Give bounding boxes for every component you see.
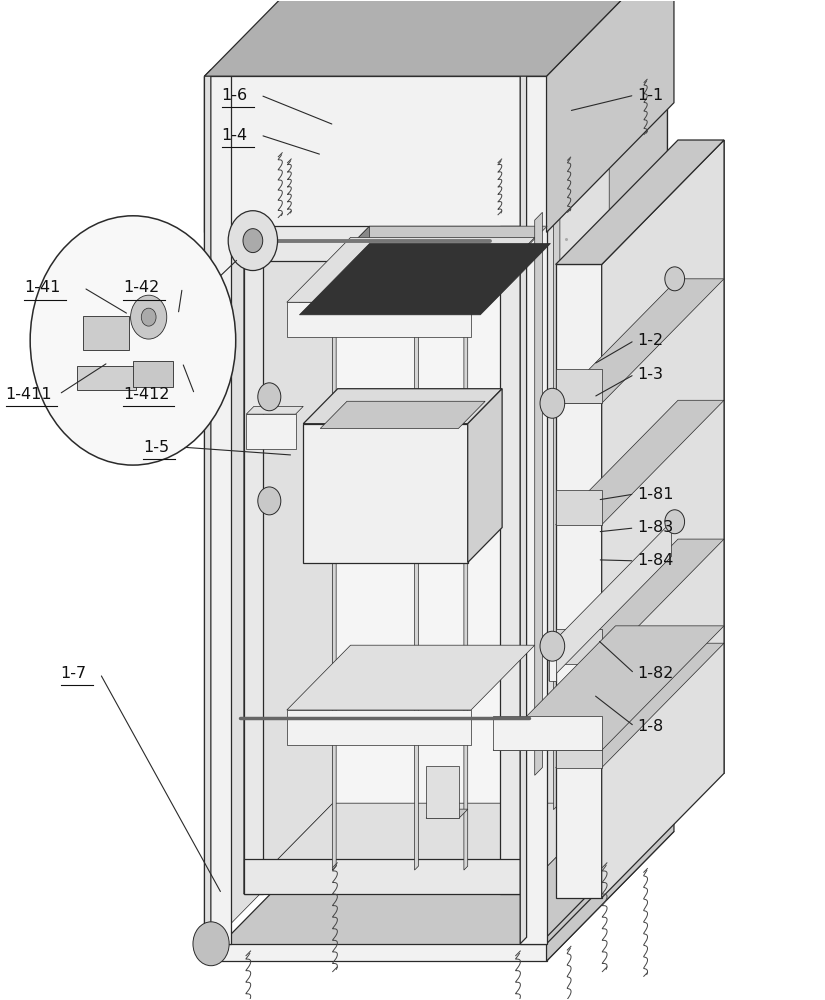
Polygon shape <box>546 814 674 961</box>
Text: 1-42: 1-42 <box>123 280 159 295</box>
Polygon shape <box>556 369 601 403</box>
Polygon shape <box>426 766 459 818</box>
FancyBboxPatch shape <box>77 366 136 390</box>
Circle shape <box>130 295 167 339</box>
Polygon shape <box>549 646 556 681</box>
Circle shape <box>229 211 277 271</box>
Polygon shape <box>556 140 724 264</box>
Text: 1-4: 1-4 <box>222 128 248 143</box>
Circle shape <box>540 388 564 418</box>
Polygon shape <box>205 944 546 961</box>
Polygon shape <box>332 259 336 870</box>
Polygon shape <box>468 389 502 563</box>
Polygon shape <box>205 0 674 76</box>
Polygon shape <box>678 140 724 773</box>
Polygon shape <box>287 302 471 337</box>
Circle shape <box>193 922 229 966</box>
Polygon shape <box>205 70 211 944</box>
Polygon shape <box>243 135 333 894</box>
Polygon shape <box>333 135 609 803</box>
Polygon shape <box>287 237 535 302</box>
Polygon shape <box>243 226 520 261</box>
Polygon shape <box>500 226 520 894</box>
Text: 1-5: 1-5 <box>143 440 169 455</box>
Polygon shape <box>320 401 485 428</box>
Polygon shape <box>493 716 601 750</box>
Polygon shape <box>247 414 295 449</box>
Polygon shape <box>243 859 520 894</box>
Polygon shape <box>520 135 609 894</box>
Circle shape <box>257 487 280 515</box>
Polygon shape <box>556 733 601 768</box>
Polygon shape <box>556 264 601 898</box>
Text: 1-7: 1-7 <box>60 666 87 681</box>
Polygon shape <box>338 0 667 814</box>
Polygon shape <box>247 406 304 414</box>
Polygon shape <box>299 244 550 315</box>
Polygon shape <box>554 135 560 810</box>
Text: 1-2: 1-2 <box>637 333 663 348</box>
Polygon shape <box>546 0 674 232</box>
Polygon shape <box>304 424 468 563</box>
Polygon shape <box>549 522 672 681</box>
Polygon shape <box>493 626 724 750</box>
Polygon shape <box>243 135 609 226</box>
Text: 1-8: 1-8 <box>637 719 663 734</box>
Polygon shape <box>211 0 667 76</box>
Circle shape <box>540 631 564 661</box>
Polygon shape <box>211 0 338 944</box>
Text: 1-83: 1-83 <box>637 520 673 535</box>
Polygon shape <box>521 76 546 944</box>
Text: 1-41: 1-41 <box>25 280 61 295</box>
Polygon shape <box>243 226 263 894</box>
Polygon shape <box>205 76 546 232</box>
Circle shape <box>665 267 685 291</box>
Polygon shape <box>299 226 370 323</box>
Text: 1-6: 1-6 <box>222 88 248 103</box>
Polygon shape <box>205 76 231 944</box>
FancyBboxPatch shape <box>83 316 130 350</box>
Text: 1-1: 1-1 <box>637 88 663 103</box>
Polygon shape <box>556 400 724 525</box>
Polygon shape <box>535 212 542 775</box>
Text: 1-81: 1-81 <box>637 487 673 502</box>
Polygon shape <box>287 645 535 710</box>
Polygon shape <box>287 710 471 745</box>
Circle shape <box>665 510 685 534</box>
Circle shape <box>243 229 262 253</box>
Polygon shape <box>304 389 502 424</box>
Text: 1-3: 1-3 <box>637 367 663 382</box>
Text: 1-84: 1-84 <box>637 553 673 568</box>
Polygon shape <box>556 539 724 664</box>
Text: 1-82: 1-82 <box>637 666 673 681</box>
Polygon shape <box>556 279 724 403</box>
Text: 1-411: 1-411 <box>6 387 52 402</box>
Polygon shape <box>205 831 674 961</box>
FancyBboxPatch shape <box>133 361 173 387</box>
Polygon shape <box>299 226 547 297</box>
Polygon shape <box>243 803 609 894</box>
Circle shape <box>141 308 156 326</box>
Polygon shape <box>426 809 468 818</box>
Circle shape <box>31 216 236 465</box>
Circle shape <box>257 383 280 411</box>
Polygon shape <box>556 490 601 525</box>
Polygon shape <box>601 140 724 898</box>
Polygon shape <box>414 259 418 870</box>
Polygon shape <box>464 259 468 870</box>
Polygon shape <box>556 629 601 664</box>
Polygon shape <box>521 70 526 944</box>
Polygon shape <box>556 643 724 768</box>
Text: 1-412: 1-412 <box>123 387 170 402</box>
Polygon shape <box>540 0 667 944</box>
